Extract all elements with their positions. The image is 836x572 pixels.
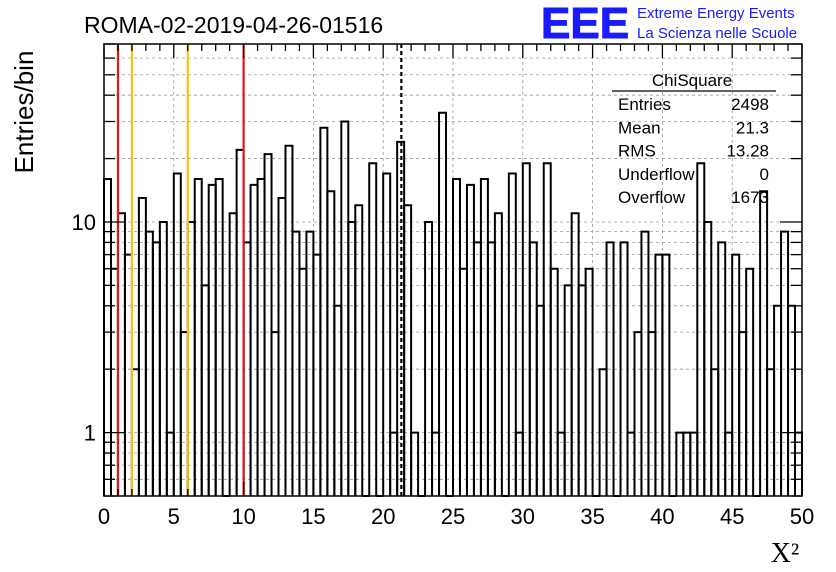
stats-row-label: Underflow <box>618 165 695 184</box>
x-tick-label: 15 <box>301 504 325 529</box>
histogram-bin <box>326 190 336 496</box>
histogram-bin <box>570 212 580 496</box>
histogram-bin <box>354 204 364 496</box>
histogram-bin <box>563 284 573 496</box>
histogram-bin <box>787 304 797 496</box>
histogram-bin <box>403 204 413 496</box>
histogram-bin <box>493 212 503 496</box>
histogram-bin <box>535 304 545 496</box>
x-tick-label: 35 <box>580 504 604 529</box>
x-tick-label: 50 <box>790 504 814 529</box>
eee-logo: EEE Extreme Energy Events La Scienza nel… <box>541 0 798 49</box>
logo-line-1: Extreme Energy Events <box>637 5 795 22</box>
y-tick-label: 10 <box>72 210 96 235</box>
stats-row-label: Overflow <box>618 188 686 207</box>
histogram-bin <box>263 153 273 496</box>
logo-line-2: La Scienza nelle Scuole <box>637 25 797 42</box>
x-tick-label: 25 <box>441 504 465 529</box>
stats-box-title: ChiSquare <box>652 71 732 90</box>
eee-logo-letters: EEE <box>541 0 629 48</box>
histogram-bin <box>200 284 210 496</box>
histogram-bin <box>382 172 392 496</box>
histogram-bin <box>647 331 657 496</box>
histogram-bin <box>619 241 629 496</box>
histogram-bin <box>661 253 671 496</box>
histogram-bin <box>144 230 154 496</box>
histogram-bin <box>270 331 280 496</box>
histogram-bin <box>703 220 713 496</box>
histogram-bin <box>479 177 489 496</box>
histogram-bin <box>319 126 329 496</box>
histogram-bin <box>773 304 783 496</box>
histogram-bin <box>291 230 301 496</box>
histogram-bin <box>438 111 448 496</box>
stats-row-value: 13.28 <box>726 142 769 161</box>
histogram-bin <box>633 331 643 496</box>
histogram-bin <box>696 162 706 496</box>
histogram-bin <box>549 267 559 496</box>
stats-row-value: 0 <box>760 165 769 184</box>
histogram-bin <box>424 220 434 496</box>
histogram-bin <box>521 162 531 496</box>
histogram-bin <box>298 267 308 496</box>
y-axis-label: Entries/bin <box>9 51 39 174</box>
histogram-bin <box>193 177 203 496</box>
x-tick-label: 5 <box>168 504 180 529</box>
histogram-bin <box>780 230 790 496</box>
histogram-bin <box>333 304 343 496</box>
tick-labels: 0 5 10 15 20 25 30 35 40 45 50 1 10 <box>72 210 815 529</box>
histogram-bin <box>305 230 315 496</box>
histogram-bin <box>640 230 650 496</box>
x-tick-label: 45 <box>720 504 744 529</box>
histogram-bin <box>312 253 322 496</box>
histogram-bin <box>654 253 664 496</box>
histogram-bin <box>256 177 266 496</box>
reference-lines <box>116 44 403 496</box>
histogram-bin <box>738 331 748 496</box>
histogram-bin <box>103 177 112 496</box>
stats-row-value: 1673 <box>731 188 769 207</box>
histogram-bin <box>731 253 741 496</box>
histogram-bin <box>759 190 769 496</box>
histogram-bin <box>458 267 468 496</box>
x-tick-label: 30 <box>511 504 535 529</box>
histogram-bin <box>605 241 615 496</box>
histogram-bin <box>228 212 238 496</box>
stats-row-value: 2498 <box>731 95 769 114</box>
stats-row-label: RMS <box>618 142 656 161</box>
stats-box: ChiSquare Entries 2498 Mean 21.3 RMS 13.28 Und… <box>612 71 776 207</box>
histogram-bin <box>717 241 727 496</box>
stats-row-label: Mean <box>618 118 661 137</box>
histogram-bin <box>284 144 294 496</box>
chart-title: ROMA-02-2019-04-26-01516 <box>84 12 383 38</box>
histogram-bin <box>347 220 357 496</box>
axis-ticks <box>103 43 803 497</box>
x-tick-label: 10 <box>231 504 255 529</box>
histogram-series <box>103 111 803 497</box>
histogram-bin <box>507 172 517 496</box>
histogram-bin <box>542 162 552 496</box>
histogram-bin <box>452 177 461 496</box>
stats-row-label: Entries <box>618 95 671 114</box>
x-tick-label: 20 <box>371 504 395 529</box>
y-tick-label: 1 <box>84 421 96 446</box>
histogram-bin <box>368 162 378 496</box>
stats-row-value: 21.3 <box>736 118 769 137</box>
x-tick-label: 0 <box>98 504 110 529</box>
histogram-bin <box>340 120 350 496</box>
x-axis-label: X² <box>771 538 800 569</box>
histogram-bin <box>410 431 420 496</box>
histogram-bin <box>584 267 594 496</box>
histogram-bin <box>745 267 755 496</box>
histogram-bin <box>158 220 168 496</box>
histogram-bin <box>577 284 587 496</box>
histogram-bin <box>214 177 224 496</box>
x-tick-label: 40 <box>650 504 674 529</box>
